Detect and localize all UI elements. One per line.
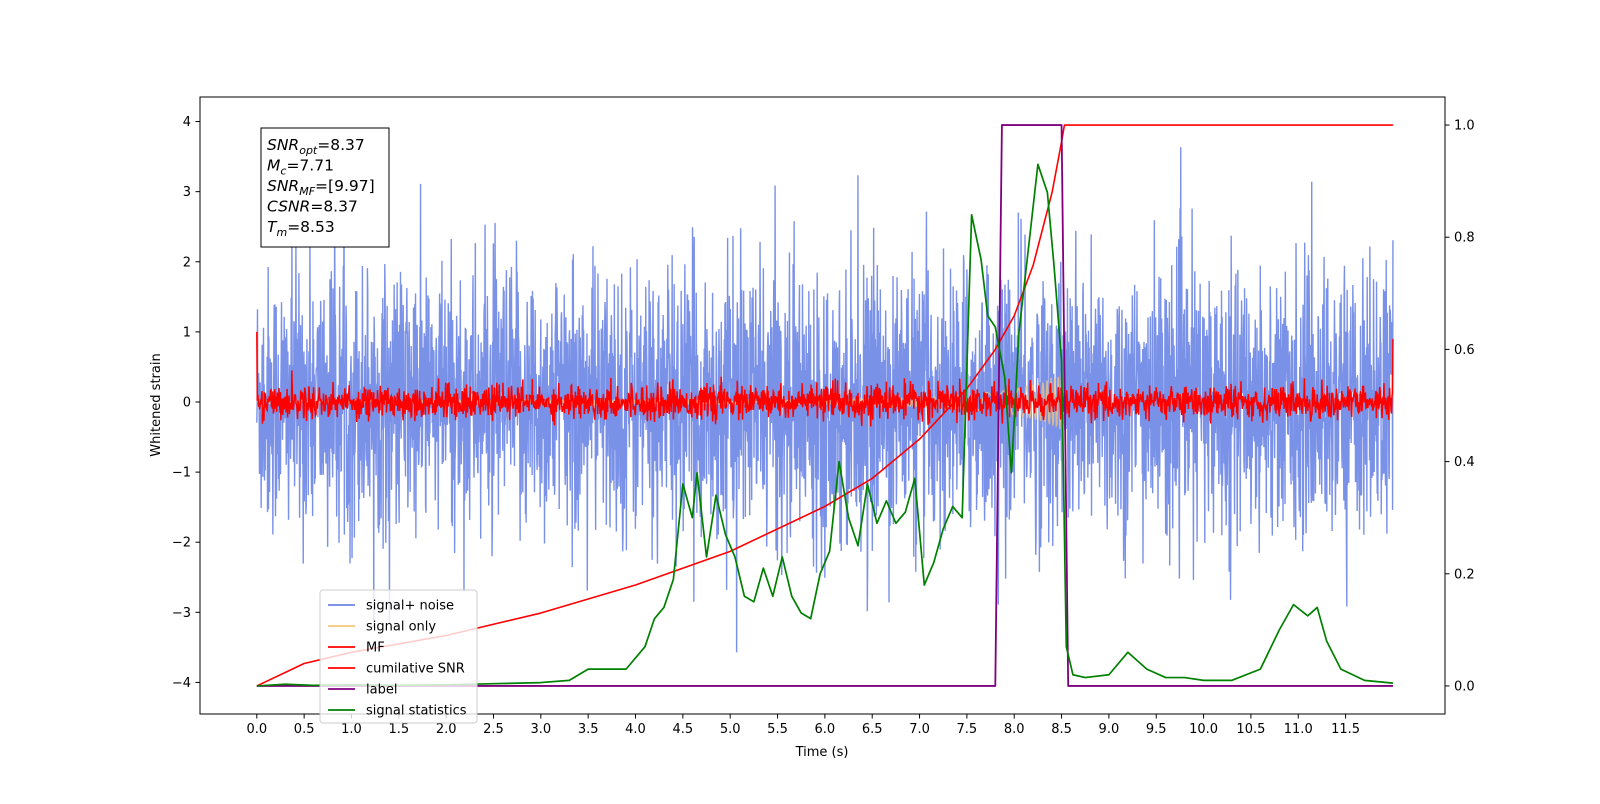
annotation-symbol: CSNR: [267, 198, 310, 216]
x-tick-label: 11.0: [1284, 722, 1313, 737]
y-tick-label: −3: [172, 606, 191, 621]
x-tick-label: 10.5: [1236, 722, 1265, 737]
y2-tick-label: 0.4: [1454, 455, 1475, 470]
y-tick-label: 3: [183, 185, 191, 200]
x-tick-label: 0.5: [294, 722, 315, 737]
x-tick-label: 6.5: [862, 722, 883, 737]
y-tick-label: 1: [183, 325, 191, 340]
y-tick-label: 0: [183, 395, 191, 410]
axes-frame: [199, 96, 1446, 715]
annotation-symbol: SNR: [267, 136, 299, 154]
annotation-line: Tm=8.53: [267, 218, 335, 239]
x-tick-label: 9.0: [1099, 722, 1120, 737]
series-label: [256, 124, 1393, 687]
y-tick-label: −4: [172, 676, 191, 691]
legend-label: signal statistics: [366, 704, 467, 719]
annotation-line: CSNR=8.37: [267, 198, 358, 216]
annotation-subscript: opt: [299, 144, 318, 157]
series-mf: [256, 331, 1394, 427]
x-tick-label: 6.0: [815, 722, 836, 737]
annotation-value: =8.37: [310, 198, 358, 216]
x-tick-label: 7.0: [909, 722, 930, 737]
y2-tick-label: 1.0: [1454, 119, 1475, 134]
annotation-frame: [260, 127, 390, 248]
y2-tick-label: 0.0: [1454, 679, 1475, 694]
y2-tick-label: 0.6: [1454, 343, 1475, 358]
legend-frame: [319, 589, 478, 724]
x-tick-label: 4.5: [673, 722, 694, 737]
x-tick-label: 1.0: [341, 722, 362, 737]
x-tick-label: 0.0: [246, 722, 267, 737]
series-signal-noise: [256, 147, 1394, 653]
annotation-value: =7.71: [286, 157, 334, 175]
annotation-subscript: c: [280, 165, 286, 178]
legend-label: signal+ noise: [366, 599, 454, 614]
y-tick-label: −1: [172, 466, 191, 481]
legend-label: label: [366, 683, 397, 698]
x-tick-label: 3.5: [578, 722, 599, 737]
x-tick-label: 8.0: [1004, 722, 1025, 737]
annotation-value: =8.53: [287, 218, 335, 236]
x-tick-label: 1.5: [388, 722, 409, 737]
x-tick-label: 5.0: [720, 722, 741, 737]
y-axis-right: 0.0 0.2 0.4 0.6 0.8 1.0: [1445, 119, 1475, 694]
x-tick-label: 10.0: [1189, 722, 1218, 737]
x-tick-label: 2.0: [436, 722, 457, 737]
y-tick-label: −2: [172, 536, 191, 551]
annotation-box: SNRopt=8.37Mc=7.71SNRMF=[9.97]CSNR=8.37T…: [260, 127, 390, 248]
annotation-line: SNRopt=8.37: [267, 136, 365, 157]
annotation-symbol: M: [267, 157, 280, 175]
x-tick-label: 2.5: [483, 722, 504, 737]
annotation-line: Mc=7.71: [267, 157, 334, 178]
legend-label: signal only: [366, 620, 436, 635]
x-tick-label: 9.5: [1146, 722, 1167, 737]
x-tick-label: 11.5: [1331, 722, 1360, 737]
x-tick-label: 5.5: [767, 722, 788, 737]
y-axis-label: Whitened strain: [149, 353, 164, 456]
y-tick-label: 2: [183, 255, 191, 270]
x-tick-label: 3.0: [530, 722, 551, 737]
annotation-symbol: SNR: [267, 177, 299, 195]
legend: signal+ noise signal only MF cumilative SNR…: [319, 589, 478, 724]
x-tick-label: 4.0: [625, 722, 646, 737]
y2-tick-label: 0.8: [1454, 231, 1475, 246]
y-tick-label: 4: [183, 115, 191, 130]
y2-tick-label: 0.2: [1454, 567, 1475, 582]
x-axis: 0.0 0.5 1.0 1.5 2.0 2.5 3.0 3.5 4.0 4.5 5.0 5.5 6.0 6…: [246, 714, 1360, 737]
annotation-subscript: m: [276, 226, 287, 239]
x-axis-label: Time (s): [795, 745, 849, 760]
annotation-line: SNRMF=[9.97]: [267, 177, 375, 198]
x-tick-label: 8.5: [1051, 722, 1072, 737]
legend-label: MF: [366, 641, 385, 656]
legend-label: cumilative SNR: [366, 662, 465, 677]
x-tick-label: 7.5: [957, 722, 978, 737]
y-axis-left: −4 −3 −2 −1 0 1 2 3 4: [172, 115, 200, 691]
series-signal-statistics: [256, 163, 1394, 687]
annotation-symbol: T: [267, 218, 278, 236]
annotation-subscript: MF: [299, 185, 315, 198]
annotation-value: =8.37: [317, 136, 365, 154]
annotation-value: =[9.97]: [315, 177, 375, 195]
